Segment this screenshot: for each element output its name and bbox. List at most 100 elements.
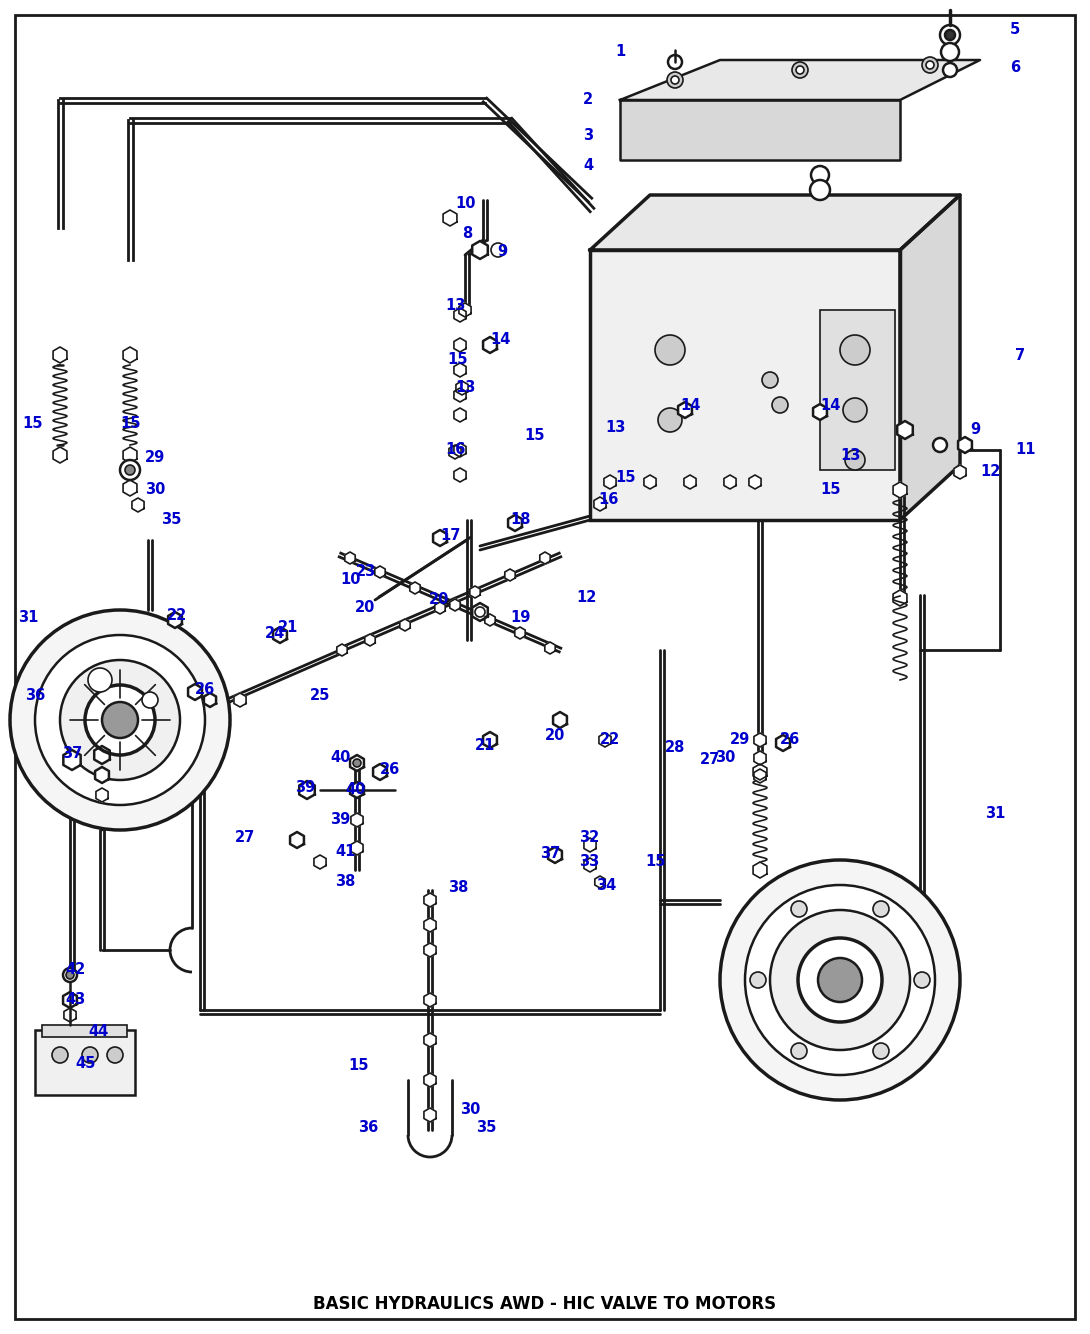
Circle shape bbox=[840, 335, 870, 366]
Text: 27: 27 bbox=[700, 752, 720, 767]
Polygon shape bbox=[123, 347, 137, 363]
Circle shape bbox=[10, 610, 230, 830]
Text: 10: 10 bbox=[455, 196, 475, 211]
Circle shape bbox=[52, 1047, 68, 1063]
Polygon shape bbox=[132, 498, 144, 512]
Polygon shape bbox=[485, 614, 495, 626]
Text: 28: 28 bbox=[665, 740, 686, 755]
Text: 36: 36 bbox=[25, 687, 46, 703]
Polygon shape bbox=[453, 388, 467, 402]
Polygon shape bbox=[450, 599, 460, 611]
Circle shape bbox=[792, 61, 808, 77]
Polygon shape bbox=[63, 992, 77, 1009]
Text: 15: 15 bbox=[645, 855, 666, 870]
Polygon shape bbox=[548, 847, 562, 863]
Text: 12: 12 bbox=[576, 591, 596, 606]
Polygon shape bbox=[594, 498, 606, 511]
Text: 5: 5 bbox=[1010, 23, 1020, 37]
Circle shape bbox=[945, 29, 955, 40]
Polygon shape bbox=[620, 60, 980, 100]
Bar bbox=[35, 1030, 135, 1095]
Text: 10: 10 bbox=[340, 572, 361, 587]
Text: 15: 15 bbox=[615, 471, 635, 486]
Circle shape bbox=[490, 243, 505, 257]
Polygon shape bbox=[584, 838, 596, 852]
Text: 1: 1 bbox=[615, 44, 626, 60]
Text: 42: 42 bbox=[65, 963, 85, 978]
Text: 29: 29 bbox=[145, 451, 166, 466]
Polygon shape bbox=[424, 918, 436, 932]
Circle shape bbox=[353, 759, 361, 767]
Polygon shape bbox=[314, 855, 326, 868]
Polygon shape bbox=[505, 570, 516, 582]
Text: 36: 36 bbox=[358, 1121, 378, 1135]
Polygon shape bbox=[435, 602, 445, 614]
Text: 14: 14 bbox=[490, 332, 510, 347]
Circle shape bbox=[770, 910, 910, 1050]
Circle shape bbox=[475, 607, 485, 618]
Text: 7: 7 bbox=[1015, 347, 1025, 363]
Circle shape bbox=[762, 372, 778, 388]
Circle shape bbox=[933, 438, 947, 452]
Polygon shape bbox=[483, 338, 497, 354]
Polygon shape bbox=[189, 684, 202, 700]
Circle shape bbox=[671, 76, 679, 84]
Polygon shape bbox=[433, 530, 447, 546]
Circle shape bbox=[772, 398, 788, 414]
Bar bbox=[43, 1025, 128, 1037]
Text: 9: 9 bbox=[497, 244, 507, 260]
Text: 15: 15 bbox=[348, 1058, 368, 1073]
Polygon shape bbox=[678, 402, 692, 418]
Text: 19: 19 bbox=[510, 611, 531, 626]
Text: 26: 26 bbox=[380, 763, 400, 778]
Text: 24: 24 bbox=[265, 627, 284, 642]
Text: 2: 2 bbox=[583, 92, 593, 108]
Polygon shape bbox=[351, 812, 363, 827]
Polygon shape bbox=[954, 466, 966, 479]
Text: 43: 43 bbox=[65, 992, 85, 1007]
Polygon shape bbox=[64, 1009, 76, 1022]
Polygon shape bbox=[749, 475, 761, 490]
Polygon shape bbox=[456, 382, 468, 395]
Circle shape bbox=[796, 65, 804, 73]
Polygon shape bbox=[63, 750, 81, 770]
Polygon shape bbox=[234, 692, 246, 707]
Polygon shape bbox=[776, 735, 790, 751]
Circle shape bbox=[791, 1043, 807, 1059]
Text: BASIC HYDRAULICS AWD - HIC VALVE TO MOTORS: BASIC HYDRAULICS AWD - HIC VALVE TO MOTO… bbox=[314, 1295, 776, 1313]
Polygon shape bbox=[375, 566, 385, 578]
Text: 20: 20 bbox=[355, 600, 375, 615]
Polygon shape bbox=[453, 443, 467, 458]
Circle shape bbox=[791, 900, 807, 916]
Circle shape bbox=[750, 972, 766, 988]
Circle shape bbox=[88, 668, 112, 692]
Polygon shape bbox=[958, 438, 972, 454]
Text: 15: 15 bbox=[524, 427, 545, 443]
Circle shape bbox=[107, 1047, 123, 1063]
Polygon shape bbox=[590, 195, 960, 249]
Circle shape bbox=[60, 660, 180, 780]
Text: 30: 30 bbox=[715, 751, 736, 766]
Text: 3: 3 bbox=[583, 128, 593, 143]
Text: 22: 22 bbox=[600, 732, 620, 747]
Polygon shape bbox=[96, 788, 108, 802]
Text: 39: 39 bbox=[295, 779, 315, 795]
Circle shape bbox=[845, 450, 865, 470]
Polygon shape bbox=[514, 627, 525, 639]
Text: 26: 26 bbox=[195, 683, 215, 698]
Polygon shape bbox=[410, 582, 421, 594]
Polygon shape bbox=[604, 475, 616, 490]
Circle shape bbox=[720, 860, 960, 1101]
Circle shape bbox=[818, 958, 862, 1002]
Text: 8: 8 bbox=[462, 225, 472, 240]
Polygon shape bbox=[94, 746, 110, 764]
Polygon shape bbox=[449, 446, 461, 459]
Circle shape bbox=[940, 25, 960, 45]
Polygon shape bbox=[754, 751, 766, 764]
Polygon shape bbox=[753, 764, 767, 780]
Polygon shape bbox=[470, 586, 481, 598]
Polygon shape bbox=[453, 408, 467, 422]
Circle shape bbox=[125, 466, 135, 475]
Polygon shape bbox=[365, 634, 375, 646]
Circle shape bbox=[668, 55, 682, 69]
